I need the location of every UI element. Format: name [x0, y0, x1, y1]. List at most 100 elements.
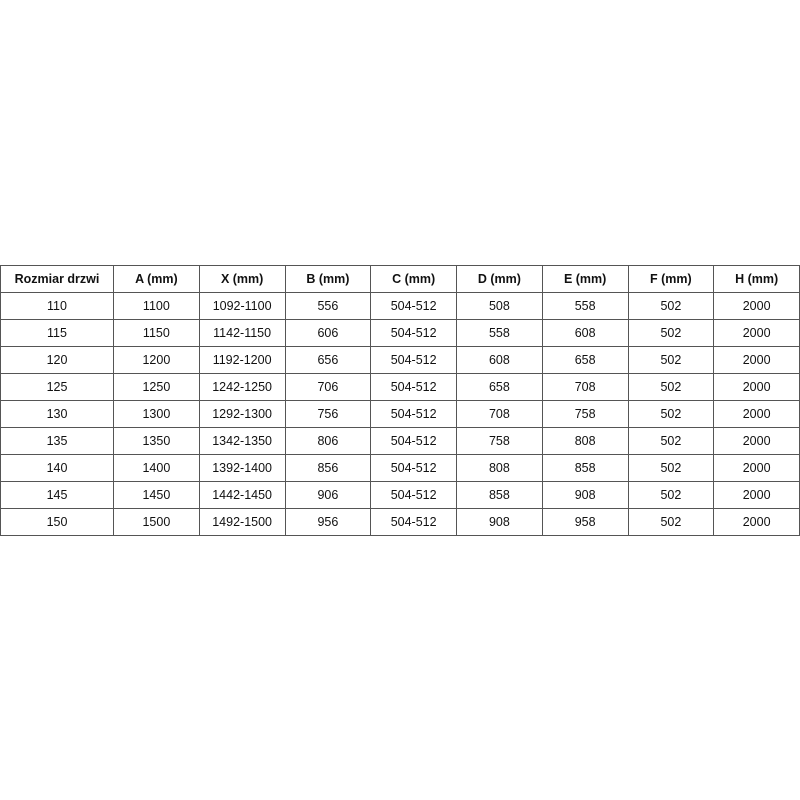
column-header: Rozmiar drzwi [0, 265, 114, 293]
table-cell: 504-512 [370, 400, 457, 428]
table-cell: 908 [541, 481, 629, 509]
table-cell: 502 [627, 400, 715, 428]
table-cell: 1150 [113, 319, 200, 347]
table-row: 135 1350 1342-1350 806 504-512 758 808 502 2000 [0, 427, 800, 455]
table-cell: 906 [284, 481, 372, 509]
table-cell: 502 [627, 319, 715, 347]
table-cell: 956 [284, 508, 372, 536]
table-cell: 504-512 [370, 319, 457, 347]
column-header: E (mm) [541, 265, 629, 293]
column-header: H (mm) [713, 265, 800, 293]
table-cell: 808 [456, 454, 543, 482]
table-row: 110 1100 1092-1100 556 504-512 508 558 502 2000 [0, 292, 800, 320]
table-cell: 1342-1350 [198, 427, 286, 455]
table-row: 140 1400 1392-1400 856 504-512 808 858 502 2000 [0, 454, 800, 482]
table-cell: 558 [541, 292, 629, 320]
table-cell: 758 [541, 400, 629, 428]
table-cell: 856 [284, 454, 372, 482]
column-header: X (mm) [198, 265, 286, 293]
table-cell: 556 [284, 292, 372, 320]
table-cell: 658 [456, 373, 543, 401]
table-cell: 1442-1450 [198, 481, 286, 509]
table-cell: 504-512 [370, 508, 457, 536]
table-cell: 1392-1400 [198, 454, 286, 482]
table-cell: 1350 [113, 427, 200, 455]
table-cell: 110 [0, 292, 114, 320]
table-cell: 2000 [713, 454, 800, 482]
table-cell: 502 [627, 427, 715, 455]
header-row: Rozmiar drzwi A (mm) X (mm) B (mm) C (mm) D (… [0, 265, 800, 293]
table-cell: 1142-1150 [198, 319, 286, 347]
table-cell: 504-512 [370, 373, 457, 401]
table-cell: 502 [627, 508, 715, 536]
table-cell: 808 [541, 427, 629, 455]
table-cell: 504-512 [370, 454, 457, 482]
table-cell: 858 [541, 454, 629, 482]
table-cell: 120 [0, 346, 114, 374]
table-cell: 2000 [713, 481, 800, 509]
dimensions-table: Rozmiar drzwi A (mm) X (mm) B (mm) C (mm) D (… [0, 265, 800, 536]
table-cell: 706 [284, 373, 372, 401]
table-cell: 1500 [113, 508, 200, 536]
table-cell: 502 [627, 454, 715, 482]
table-cell: 508 [456, 292, 543, 320]
table-row: 120 1200 1192-1200 656 504-512 608 658 502 2000 [0, 346, 800, 374]
table-cell: 125 [0, 373, 114, 401]
table-cell: 2000 [713, 346, 800, 374]
column-header: A (mm) [113, 265, 200, 293]
table-cell: 656 [284, 346, 372, 374]
table-cell: 1200 [113, 346, 200, 374]
table-cell: 502 [627, 481, 715, 509]
table-row: 130 1300 1292-1300 756 504-512 708 758 502 2000 [0, 400, 800, 428]
table-cell: 502 [627, 373, 715, 401]
table-cell: 606 [284, 319, 372, 347]
table-cell: 145 [0, 481, 114, 509]
table-cell: 115 [0, 319, 114, 347]
table-cell: 608 [456, 346, 543, 374]
column-header: C (mm) [370, 265, 457, 293]
table-cell: 150 [0, 508, 114, 536]
table-cell: 1300 [113, 400, 200, 428]
table-cell: 130 [0, 400, 114, 428]
column-header: B (mm) [284, 265, 372, 293]
table-cell: 958 [541, 508, 629, 536]
table-cell: 756 [284, 400, 372, 428]
table-cell: 504-512 [370, 346, 457, 374]
table-cell: 504-512 [370, 427, 457, 455]
table-cell: 1250 [113, 373, 200, 401]
table-cell: 502 [627, 346, 715, 374]
table-cell: 658 [541, 346, 629, 374]
table-cell: 2000 [713, 292, 800, 320]
table-cell: 1100 [113, 292, 200, 320]
table-cell: 1400 [113, 454, 200, 482]
table-row: 115 1150 1142-1150 606 504-512 558 608 502 2000 [0, 319, 800, 347]
table-row: 125 1250 1242-1250 706 504-512 658 708 502 2000 [0, 373, 800, 401]
table-cell: 1492-1500 [198, 508, 286, 536]
table-cell: 1292-1300 [198, 400, 286, 428]
table-cell: 1242-1250 [198, 373, 286, 401]
table-cell: 608 [541, 319, 629, 347]
table-cell: 2000 [713, 400, 800, 428]
table-cell: 502 [627, 292, 715, 320]
table-cell: 1450 [113, 481, 200, 509]
table-cell: 1192-1200 [198, 346, 286, 374]
table-cell: 135 [0, 427, 114, 455]
table-cell: 2000 [713, 373, 800, 401]
table-cell: 504-512 [370, 292, 457, 320]
table-cell: 908 [456, 508, 543, 536]
table-row: 145 1450 1442-1450 906 504-512 858 908 502 2000 [0, 481, 800, 509]
table-cell: 806 [284, 427, 372, 455]
table-cell: 2000 [713, 508, 800, 536]
table-cell: 708 [541, 373, 629, 401]
column-header: F (mm) [627, 265, 715, 293]
table-cell: 858 [456, 481, 543, 509]
table-cell: 708 [456, 400, 543, 428]
table-cell: 2000 [713, 319, 800, 347]
table-cell: 1092-1100 [198, 292, 286, 320]
table-cell: 558 [456, 319, 543, 347]
column-header: D (mm) [456, 265, 543, 293]
table-cell: 2000 [713, 427, 800, 455]
table-cell: 140 [0, 454, 114, 482]
table-cell: 504-512 [370, 481, 457, 509]
table-cell: 758 [456, 427, 543, 455]
